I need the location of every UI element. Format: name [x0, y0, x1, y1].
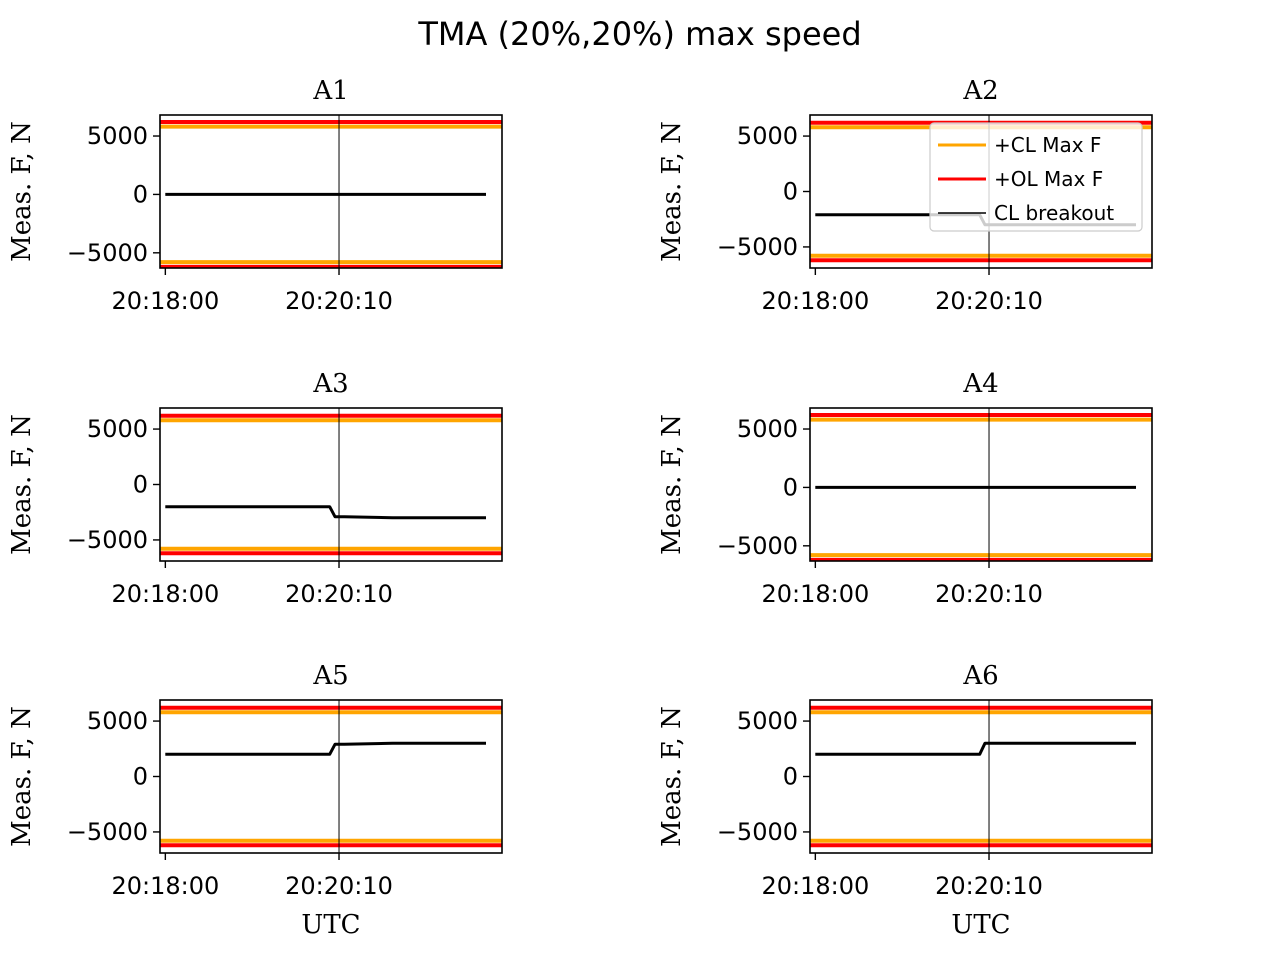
y-tick-label: 5000: [87, 707, 148, 735]
y-axis-label: Meas. F, N: [657, 414, 687, 555]
x-tick-label: 20:20:10: [285, 872, 393, 900]
legend-label: +OL Max F: [994, 167, 1103, 191]
legend-label: CL breakout: [994, 201, 1114, 225]
x-axis-label: UTC: [301, 910, 360, 940]
x-tick-label: 20:18:00: [111, 872, 219, 900]
plot-area: [810, 408, 1152, 561]
y-tick-label: 0: [133, 471, 148, 499]
axes-frame: [809, 407, 1153, 562]
y-tick-label: 0: [783, 473, 798, 501]
y-axis-label: Meas. F, N: [7, 121, 37, 262]
axes-frame: [159, 407, 503, 562]
y-tick-label: 5000: [737, 707, 798, 735]
x-tick-label: 20:20:10: [935, 872, 1043, 900]
x-tick-label: 20:18:00: [761, 580, 869, 608]
subplot-title: A2: [962, 76, 998, 106]
subplot-a1: −5000 0 5000 20:18:00 20:20:10 A1 Meas. F, N: [7, 76, 503, 315]
y-axis-label: Meas. F, N: [657, 706, 687, 847]
y-tick-label: −5000: [67, 526, 148, 554]
subplot-title: A1: [312, 76, 348, 106]
y-axis-label: Meas. F, N: [7, 706, 37, 847]
x-tick-label: 20:18:00: [761, 872, 869, 900]
y-axis-label: Meas. F, N: [657, 121, 687, 262]
y-tick-label: 5000: [737, 415, 798, 443]
plot-area: [160, 115, 502, 268]
axes-frame: [159, 699, 503, 854]
x-axis-label: UTC: [951, 910, 1010, 940]
y-tick-label: 5000: [737, 122, 798, 150]
axes-frame: [809, 699, 1153, 854]
x-tick-label: 20:20:10: [935, 580, 1043, 608]
subplot-title: A6: [962, 661, 998, 691]
subplot-a3: −5000 0 5000 20:18:00 20:20:10 A3 Meas. F, N: [7, 369, 503, 608]
y-tick-label: 5000: [87, 122, 148, 150]
plot-area: [160, 700, 502, 853]
y-axis-label: Meas. F, N: [7, 414, 37, 555]
y-tick-label: −5000: [717, 233, 798, 261]
y-tick-label: −5000: [717, 532, 798, 560]
y-tick-label: 0: [133, 180, 148, 208]
y-tick-label: 0: [783, 178, 798, 206]
subplot-a2: −5000 0 5000 20:18:00 20:20:10 A2 Meas. F, N +C…: [657, 76, 1153, 315]
subplot-title: A4: [962, 369, 998, 399]
force-series-line: [165, 505, 486, 520]
x-tick-label: 20:18:00: [761, 287, 869, 315]
axes-frame: [159, 114, 503, 269]
force-series-line: [815, 741, 1136, 756]
y-tick-label: 0: [783, 763, 798, 791]
y-tick-label: 5000: [87, 415, 148, 443]
figure-title: TMA (20%,20%) max speed: [417, 15, 861, 53]
y-tick-label: −5000: [67, 818, 148, 846]
subplot-a5: −5000 0 5000 20:18:00 20:20:10 A5 Meas. F, N UT…: [7, 661, 503, 940]
legend-box: [929, 122, 1143, 232]
force-series-line: [165, 741, 486, 756]
x-tick-label: 20:20:10: [285, 580, 393, 608]
y-tick-label: −5000: [717, 818, 798, 846]
x-tick-label: 20:18:00: [111, 287, 219, 315]
legend-label: +CL Max F: [994, 133, 1101, 157]
x-tick-label: 20:20:10: [935, 287, 1043, 315]
y-tick-label: −5000: [67, 239, 148, 267]
plot-area: [160, 408, 502, 561]
subplot-title: A3: [312, 369, 348, 399]
x-tick-label: 20:18:00: [111, 580, 219, 608]
subplot-title: A5: [312, 661, 348, 691]
subplot-a6: −5000 0 5000 20:18:00 20:20:10 A6 Meas. F, N UT…: [657, 661, 1153, 940]
y-tick-label: 0: [133, 763, 148, 791]
x-tick-label: 20:20:10: [285, 287, 393, 315]
legend: +CL Max F +OL Max F CL breakout: [929, 122, 1143, 232]
plot-area: [810, 700, 1152, 853]
subplot-a4: −5000 0 5000 20:18:00 20:20:10 A4 Meas. F, N: [657, 369, 1153, 608]
